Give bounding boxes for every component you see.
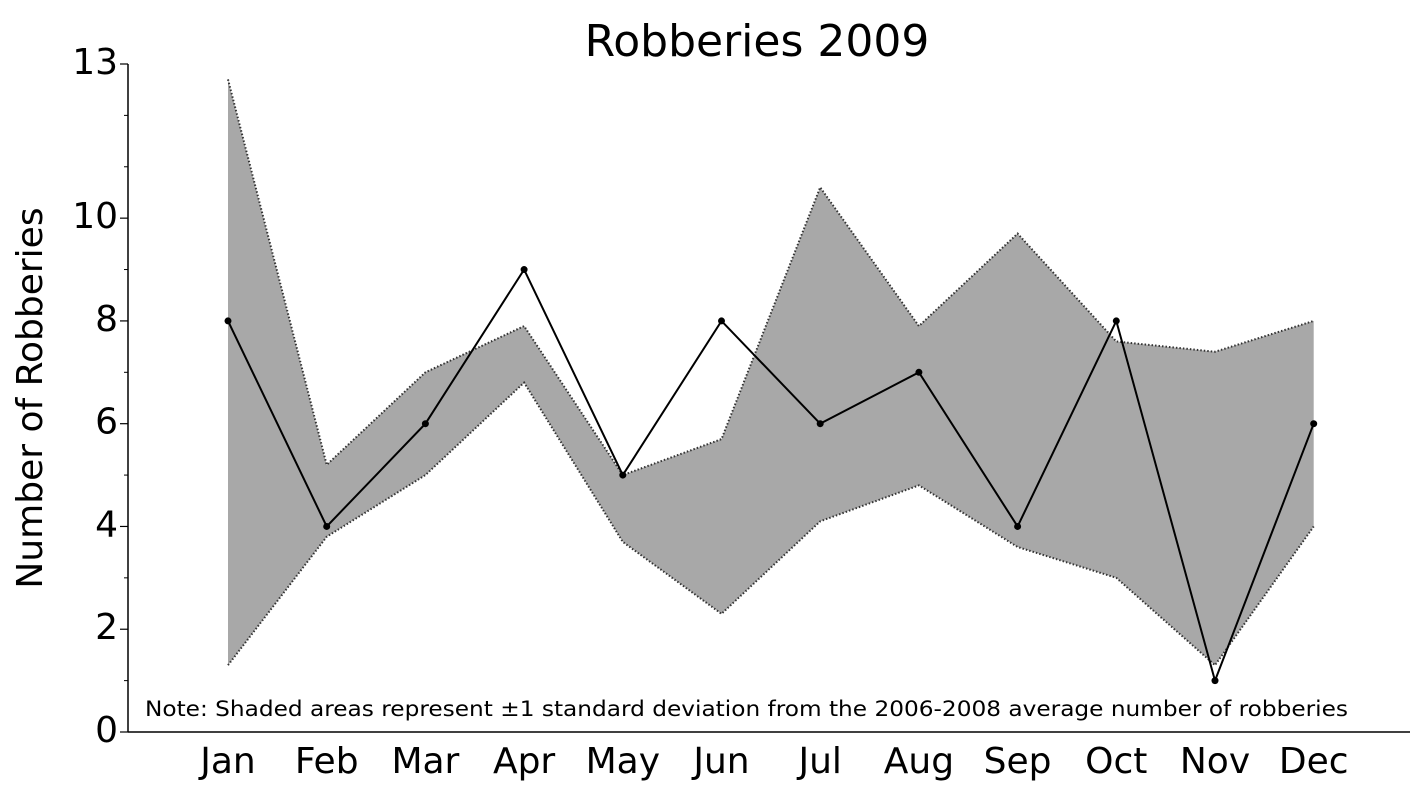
data-point [816, 420, 824, 428]
data-point [1310, 420, 1318, 428]
data-point [421, 420, 429, 428]
x-tick-label: Jul [796, 741, 841, 782]
data-point [1211, 677, 1219, 685]
data-point [323, 522, 331, 530]
data-point [619, 471, 627, 479]
band-upper-edge [227, 79, 1314, 477]
y-tick-label: 8 [95, 299, 118, 340]
x-tick-label: Dec [1279, 741, 1349, 782]
y-tick-label: 4 [95, 504, 118, 545]
band-lower-edge [227, 381, 1315, 667]
data-point [718, 317, 725, 325]
y-axis-label: Number of Robberies [10, 207, 51, 588]
y-tick-label: 6 [95, 402, 118, 443]
data-point [1112, 317, 1120, 325]
y-tick-label: 2 [95, 607, 118, 648]
x-tick-label: Jun [691, 741, 749, 782]
x-tick-label: Nov [1180, 741, 1250, 782]
x-tick-label: May [586, 741, 660, 782]
x-tick-label: Apr [493, 741, 555, 782]
data-point [915, 368, 923, 376]
x-tick-label: Mar [391, 741, 459, 782]
data-line [227, 267, 1315, 684]
y-tick-label: 13 [72, 42, 118, 83]
data-point [520, 266, 528, 274]
x-tick-label: Jan [198, 741, 256, 782]
y-tick-label: 10 [72, 196, 118, 237]
data-point [1014, 522, 1022, 530]
x-tick-label: Sep [984, 741, 1052, 782]
x-tick-label: Oct [1085, 741, 1147, 782]
data-point [224, 317, 232, 325]
chart-title: Robberies 2009 [585, 16, 930, 67]
y-tick-label: 0 [95, 710, 118, 751]
x-tick-label: Feb [295, 741, 359, 782]
note: Note: Shaded areas represent ±1 standard… [145, 697, 1348, 721]
x-tick-label: Aug [884, 741, 954, 782]
